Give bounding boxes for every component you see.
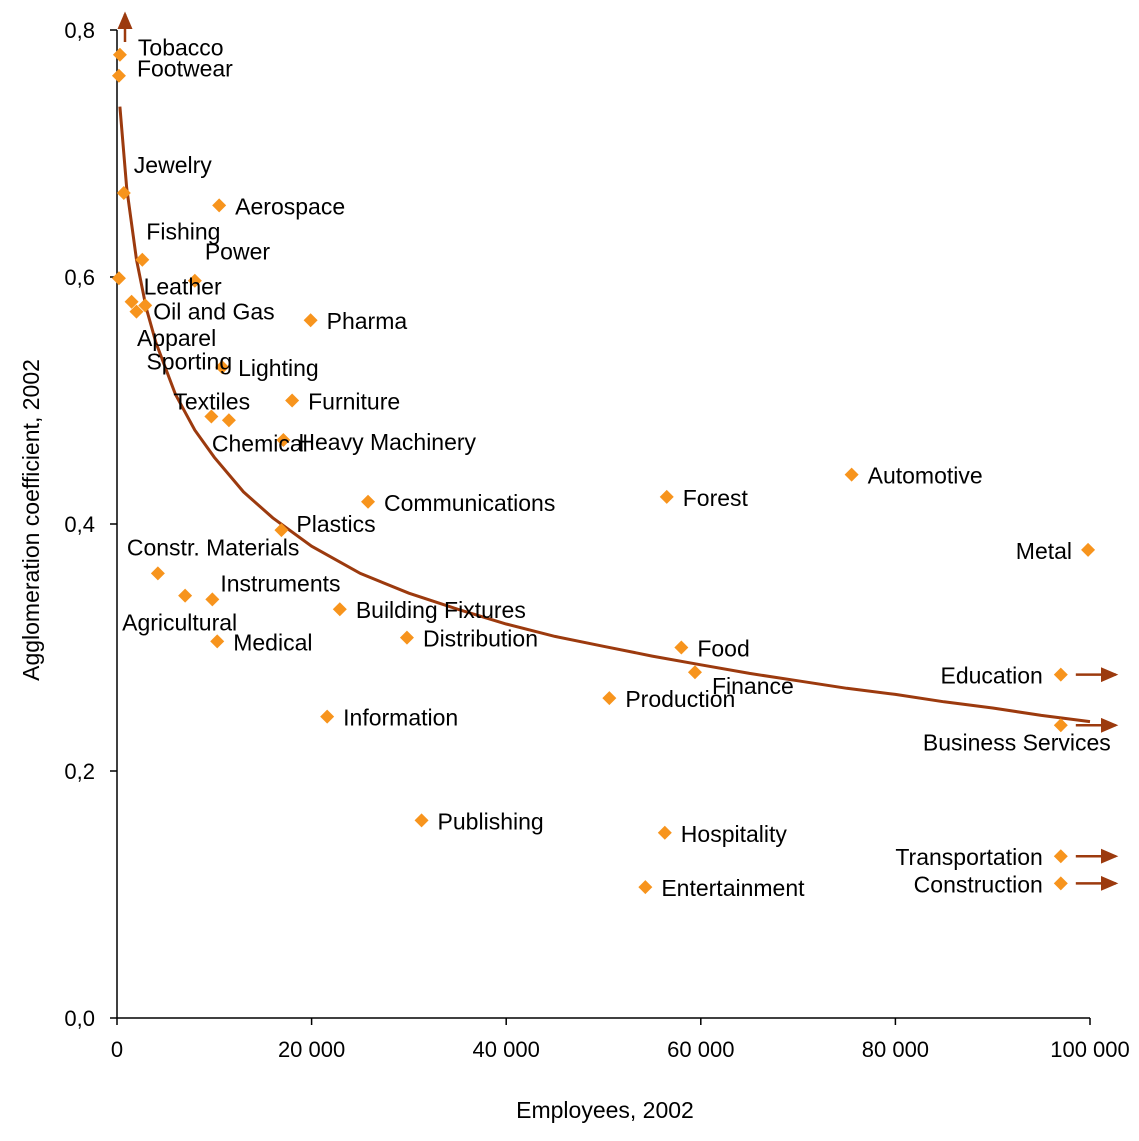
- data-point-furniture: [285, 393, 300, 408]
- data-point-business-services: [1053, 718, 1068, 733]
- point-label-instruments: Instruments: [220, 570, 340, 596]
- point-label-tobacco: Tobacco: [138, 35, 224, 61]
- data-point-sporting: [129, 304, 144, 319]
- point-label-textiles: Textiles: [173, 389, 250, 415]
- data-point-instruments: [205, 592, 220, 607]
- point-label-agricultural: Agricultural: [122, 610, 237, 636]
- point-label-medical: Medical: [233, 629, 312, 655]
- point-label-production: Production: [625, 686, 735, 712]
- data-point-fishing: [135, 252, 150, 267]
- data-point-heavy-machinery: [276, 433, 291, 448]
- data-point-apparel: [111, 271, 126, 286]
- point-label-sporting: Sporting: [146, 349, 232, 375]
- point-label-forest: Forest: [683, 485, 749, 511]
- data-points-group: [111, 47, 1119, 895]
- y-tick-label: 0,2: [64, 759, 95, 784]
- y-tick-label: 0,6: [64, 265, 95, 290]
- data-point-construction: [1053, 876, 1068, 891]
- data-point-automotive: [844, 467, 859, 482]
- point-label-business-services: Business Services: [923, 729, 1111, 755]
- data-point-metal: [1081, 542, 1096, 557]
- y-axis-label: Agglomeration coefficient, 2002: [18, 359, 44, 681]
- point-label-communications: Communications: [384, 490, 555, 516]
- data-point-power: [187, 273, 202, 288]
- data-point-information: [320, 709, 335, 724]
- point-label-furniture: Furniture: [308, 389, 400, 415]
- point-label-finance: Finance: [712, 673, 794, 699]
- point-label-fishing: Fishing: [146, 219, 220, 245]
- data-point-footwear: [111, 68, 126, 83]
- data-point-publishing: [414, 813, 429, 828]
- x-tick-label: 40 000: [473, 1037, 540, 1062]
- point-label-metal: Metal: [1016, 538, 1072, 564]
- point-label-automotive: Automotive: [868, 463, 983, 489]
- data-point-leather: [124, 294, 139, 309]
- point-label-jewelry: Jewelry: [134, 152, 212, 178]
- data-point-transportation: [1053, 849, 1068, 864]
- data-point-tobacco: [112, 47, 127, 62]
- point-label-building-fixtures: Building Fixtures: [356, 597, 526, 623]
- data-point-medical: [210, 634, 225, 649]
- data-point-finance: [687, 665, 702, 680]
- data-point-lighting: [215, 360, 230, 375]
- data-point-production: [602, 691, 617, 706]
- point-label-power: Power: [205, 239, 271, 265]
- trendline-group: [117, 11, 1091, 724]
- data-point-hospitality: [657, 825, 672, 840]
- data-point-pharma: [303, 313, 318, 328]
- axes: 0 20 000 40 000 60 000 80 000 100 000 0,0 0,2 0,…: [64, 18, 1129, 1062]
- data-point-education: [1053, 667, 1068, 682]
- point-label-aerospace: Aerospace: [235, 193, 345, 219]
- trendline: [118, 106, 1091, 724]
- point-label-footwear: Footwear: [137, 56, 233, 82]
- y-tick-label: 0,8: [64, 18, 95, 43]
- data-point-distribution: [399, 630, 414, 645]
- point-label-oil-and-gas: Oil and Gas: [153, 298, 274, 324]
- point-label-publishing: Publishing: [438, 808, 544, 834]
- data-point-jewelry: [116, 186, 131, 201]
- data-point-constr-materials: [150, 566, 165, 581]
- data-point-textiles: [204, 409, 219, 424]
- data-point-forest: [659, 489, 674, 504]
- data-point-aerospace: [212, 198, 227, 213]
- point-label-pharma: Pharma: [327, 308, 408, 334]
- data-point-communications: [361, 494, 376, 509]
- point-label-information: Information: [343, 705, 458, 731]
- point-label-transportation: Transportation: [895, 844, 1042, 870]
- point-label-entertainment: Entertainment: [661, 875, 805, 901]
- data-point-oil-and-gas: [138, 298, 153, 313]
- x-axis-label: Employees, 2002: [516, 1097, 694, 1123]
- point-label-heavy-machinery: Heavy Machinery: [298, 429, 476, 455]
- data-point-agricultural: [178, 588, 193, 603]
- point-label-hospitality: Hospitality: [681, 821, 788, 847]
- data-point-chemical: [221, 413, 236, 428]
- x-tick-label: 0: [111, 1037, 123, 1062]
- data-point-entertainment: [638, 880, 653, 895]
- point-label-distribution: Distribution: [423, 626, 538, 652]
- x-tick-label: 100 000: [1050, 1037, 1130, 1062]
- point-label-education: Education: [940, 663, 1042, 689]
- y-tick-label: 0,0: [64, 1006, 95, 1031]
- point-label-lighting: Lighting: [238, 355, 319, 381]
- point-label-chemical: Chemical: [212, 430, 308, 456]
- point-label-apparel: Apparel: [137, 325, 216, 351]
- point-label-leather: Leather: [144, 274, 222, 300]
- point-label-plastics: Plastics: [296, 511, 375, 537]
- point-label-food: Food: [697, 636, 749, 662]
- x-tick-label: 60 000: [667, 1037, 734, 1062]
- data-point-building-fixtures: [332, 602, 347, 617]
- x-tick-label: 80 000: [862, 1037, 929, 1062]
- x-tick-label: 20 000: [278, 1037, 345, 1062]
- point-label-constr-materials: Constr. Materials: [127, 534, 300, 560]
- point-label-construction: Construction: [914, 871, 1043, 897]
- data-point-plastics: [274, 523, 289, 538]
- data-point-food: [674, 640, 689, 655]
- y-tick-label: 0,4: [64, 512, 95, 537]
